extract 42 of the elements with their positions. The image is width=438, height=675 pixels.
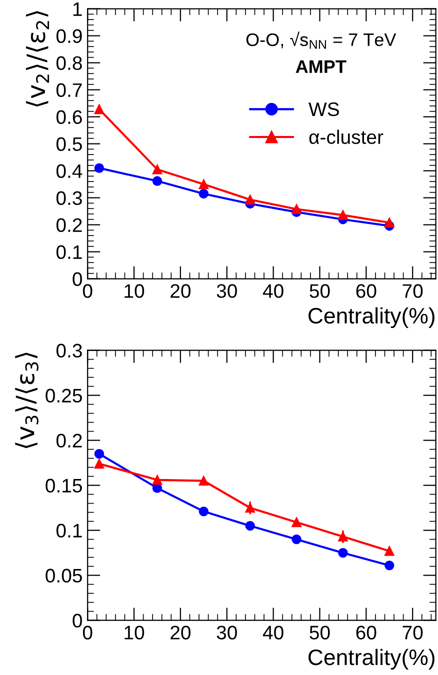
x-axis-title: Centrality(%) bbox=[308, 307, 434, 328]
y-tick-label: 0.2 bbox=[56, 218, 82, 232]
y-tick-label: 0.25 bbox=[46, 388, 82, 403]
annotation: O-O, √s$_{NN}$ = 7 TeV bbox=[246, 32, 396, 49]
y-tick-label: 0 bbox=[72, 272, 82, 286]
y-tick-label: 0.1 bbox=[56, 524, 82, 538]
x-tick-label: 10 bbox=[124, 626, 144, 640]
y-tick-label: 0.4 bbox=[56, 164, 82, 178]
y-tick-label: 0.9 bbox=[56, 29, 82, 44]
x-tick-label: 20 bbox=[170, 284, 191, 298]
annotation: AMPT bbox=[296, 60, 346, 73]
x-tick-label: 70 bbox=[402, 626, 423, 640]
x-tick-label: 50 bbox=[310, 626, 330, 640]
x-axis-title: Centrality(%) bbox=[308, 648, 434, 670]
x-tick-label: 0 bbox=[82, 284, 92, 298]
y-tick-label: 0.7 bbox=[56, 83, 82, 98]
y-tick-label: 0.05 bbox=[46, 568, 82, 583]
y-axis-title: ⟨v$_{3}$⟩/⟨ε$_{3}$⟩ bbox=[15, 352, 38, 448]
y-tick-label: 0.1 bbox=[56, 245, 82, 260]
x-tick-label: 50 bbox=[310, 284, 330, 298]
y-tick-label: 0.3 bbox=[56, 344, 82, 358]
y-tick-label: 0.5 bbox=[56, 137, 82, 152]
x-tick-label: 30 bbox=[216, 626, 237, 640]
y-tick-label: 0 bbox=[72, 614, 82, 628]
y-tick-label: 0.15 bbox=[46, 478, 82, 493]
legend-label: WS bbox=[308, 102, 339, 116]
y-tick-label: 0.3 bbox=[56, 191, 82, 206]
y-tick-label: 0.8 bbox=[56, 56, 82, 70]
x-tick-label: 70 bbox=[402, 284, 423, 298]
x-tick-label: 20 bbox=[170, 626, 191, 640]
y-tick-label: 0.2 bbox=[56, 434, 82, 448]
x-tick-label: 0 bbox=[82, 626, 92, 640]
x-tick-label: 40 bbox=[262, 626, 284, 640]
x-tick-label: 40 bbox=[262, 284, 284, 298]
x-tick-label: 60 bbox=[356, 626, 376, 640]
x-tick-label: 30 bbox=[216, 284, 237, 298]
legend-label: α-cluster bbox=[309, 130, 384, 144]
x-tick-label: 60 bbox=[356, 284, 376, 298]
y-tick-label: 1 bbox=[73, 2, 82, 16]
y-tick-label: 0.6 bbox=[56, 110, 82, 124]
y-axis-title: ⟨v$_{2}$⟩/⟨ε$_{2}$⟩ bbox=[26, 11, 50, 107]
x-tick-label: 10 bbox=[124, 284, 144, 298]
